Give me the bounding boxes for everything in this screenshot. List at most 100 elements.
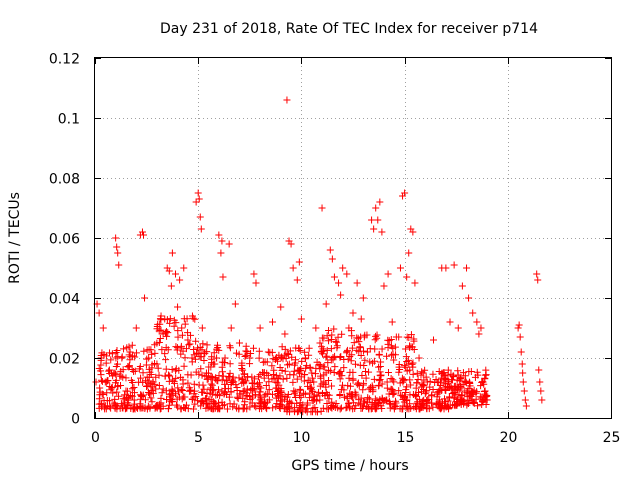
data-point bbox=[157, 326, 165, 334]
data-point bbox=[205, 363, 213, 371]
data-point bbox=[403, 333, 411, 341]
data-point bbox=[264, 348, 272, 356]
data-point bbox=[181, 320, 189, 328]
data-point bbox=[130, 403, 138, 411]
data-point bbox=[252, 403, 260, 411]
data-point bbox=[401, 189, 409, 197]
data-point bbox=[293, 375, 301, 383]
data-point bbox=[227, 324, 235, 332]
data-point bbox=[165, 371, 173, 379]
data-point bbox=[419, 382, 427, 390]
data-point bbox=[125, 351, 133, 359]
data-point bbox=[386, 404, 394, 412]
data-point bbox=[217, 249, 225, 257]
data-point bbox=[100, 397, 108, 405]
data-point bbox=[448, 385, 456, 393]
data-point bbox=[340, 364, 348, 372]
data-point bbox=[478, 394, 486, 402]
data-point bbox=[143, 382, 151, 390]
data-point bbox=[147, 394, 155, 402]
data-point bbox=[418, 403, 426, 411]
data-point bbox=[240, 387, 248, 395]
data-point bbox=[407, 343, 415, 351]
data-point bbox=[304, 399, 312, 407]
data-point bbox=[286, 399, 294, 407]
data-point bbox=[413, 379, 421, 387]
data-point bbox=[158, 389, 166, 397]
data-point bbox=[210, 349, 218, 357]
data-point bbox=[243, 348, 251, 356]
data-point bbox=[308, 374, 316, 382]
data-point bbox=[243, 391, 251, 399]
data-point bbox=[377, 358, 385, 366]
data-point bbox=[223, 405, 231, 413]
data-point bbox=[165, 405, 173, 413]
data-point bbox=[152, 385, 160, 393]
data-point bbox=[103, 402, 111, 410]
data-point bbox=[165, 401, 173, 409]
data-point bbox=[297, 386, 305, 394]
data-point bbox=[199, 340, 207, 348]
data-point bbox=[172, 343, 180, 351]
data-point bbox=[97, 400, 105, 408]
data-point bbox=[132, 324, 140, 332]
data-point bbox=[520, 387, 528, 395]
data-point bbox=[105, 366, 113, 374]
data-point bbox=[384, 369, 392, 377]
data-point bbox=[242, 347, 250, 355]
data-point bbox=[196, 344, 204, 352]
data-point bbox=[421, 390, 429, 398]
data-point bbox=[159, 385, 167, 393]
data-point bbox=[240, 378, 248, 386]
data-point bbox=[271, 355, 279, 363]
data-point bbox=[197, 225, 205, 233]
data-point bbox=[155, 400, 163, 408]
data-point bbox=[155, 382, 163, 390]
data-point bbox=[295, 258, 303, 266]
data-point bbox=[181, 393, 189, 401]
data-point bbox=[441, 376, 449, 384]
data-point bbox=[265, 386, 273, 394]
data-point bbox=[369, 359, 377, 367]
data-point bbox=[288, 353, 296, 361]
data-point bbox=[375, 363, 383, 371]
data-point bbox=[262, 382, 270, 390]
data-point bbox=[378, 228, 386, 236]
x-tick-label: 25 bbox=[603, 430, 621, 446]
data-point bbox=[250, 402, 258, 410]
data-point bbox=[450, 372, 458, 380]
data-point bbox=[345, 324, 353, 332]
data-point bbox=[218, 368, 226, 376]
data-point bbox=[132, 349, 140, 357]
data-point bbox=[99, 324, 107, 332]
data-point bbox=[311, 404, 319, 412]
data-point bbox=[372, 204, 380, 212]
data-point bbox=[343, 346, 351, 354]
data-point bbox=[302, 354, 310, 362]
data-point bbox=[457, 401, 465, 409]
data-point bbox=[251, 391, 259, 399]
data-point bbox=[396, 264, 404, 272]
data-point bbox=[331, 363, 339, 371]
data-point bbox=[260, 369, 268, 377]
data-point bbox=[156, 334, 164, 342]
data-point bbox=[228, 379, 236, 387]
data-point bbox=[376, 376, 384, 384]
data-point bbox=[353, 334, 361, 342]
data-point bbox=[265, 396, 273, 404]
data-point bbox=[333, 342, 341, 350]
data-point bbox=[453, 383, 461, 391]
data-point bbox=[256, 388, 264, 396]
data-point bbox=[155, 371, 163, 379]
data-point bbox=[162, 365, 170, 373]
data-point bbox=[262, 390, 270, 398]
data-point bbox=[410, 337, 418, 345]
data-point bbox=[299, 389, 307, 397]
data-point bbox=[242, 392, 250, 400]
data-point bbox=[303, 405, 311, 413]
y-tick-label: 0 bbox=[71, 412, 80, 428]
data-point bbox=[200, 356, 208, 364]
y-tick-label: 0.06 bbox=[49, 232, 80, 248]
data-point bbox=[112, 234, 120, 242]
